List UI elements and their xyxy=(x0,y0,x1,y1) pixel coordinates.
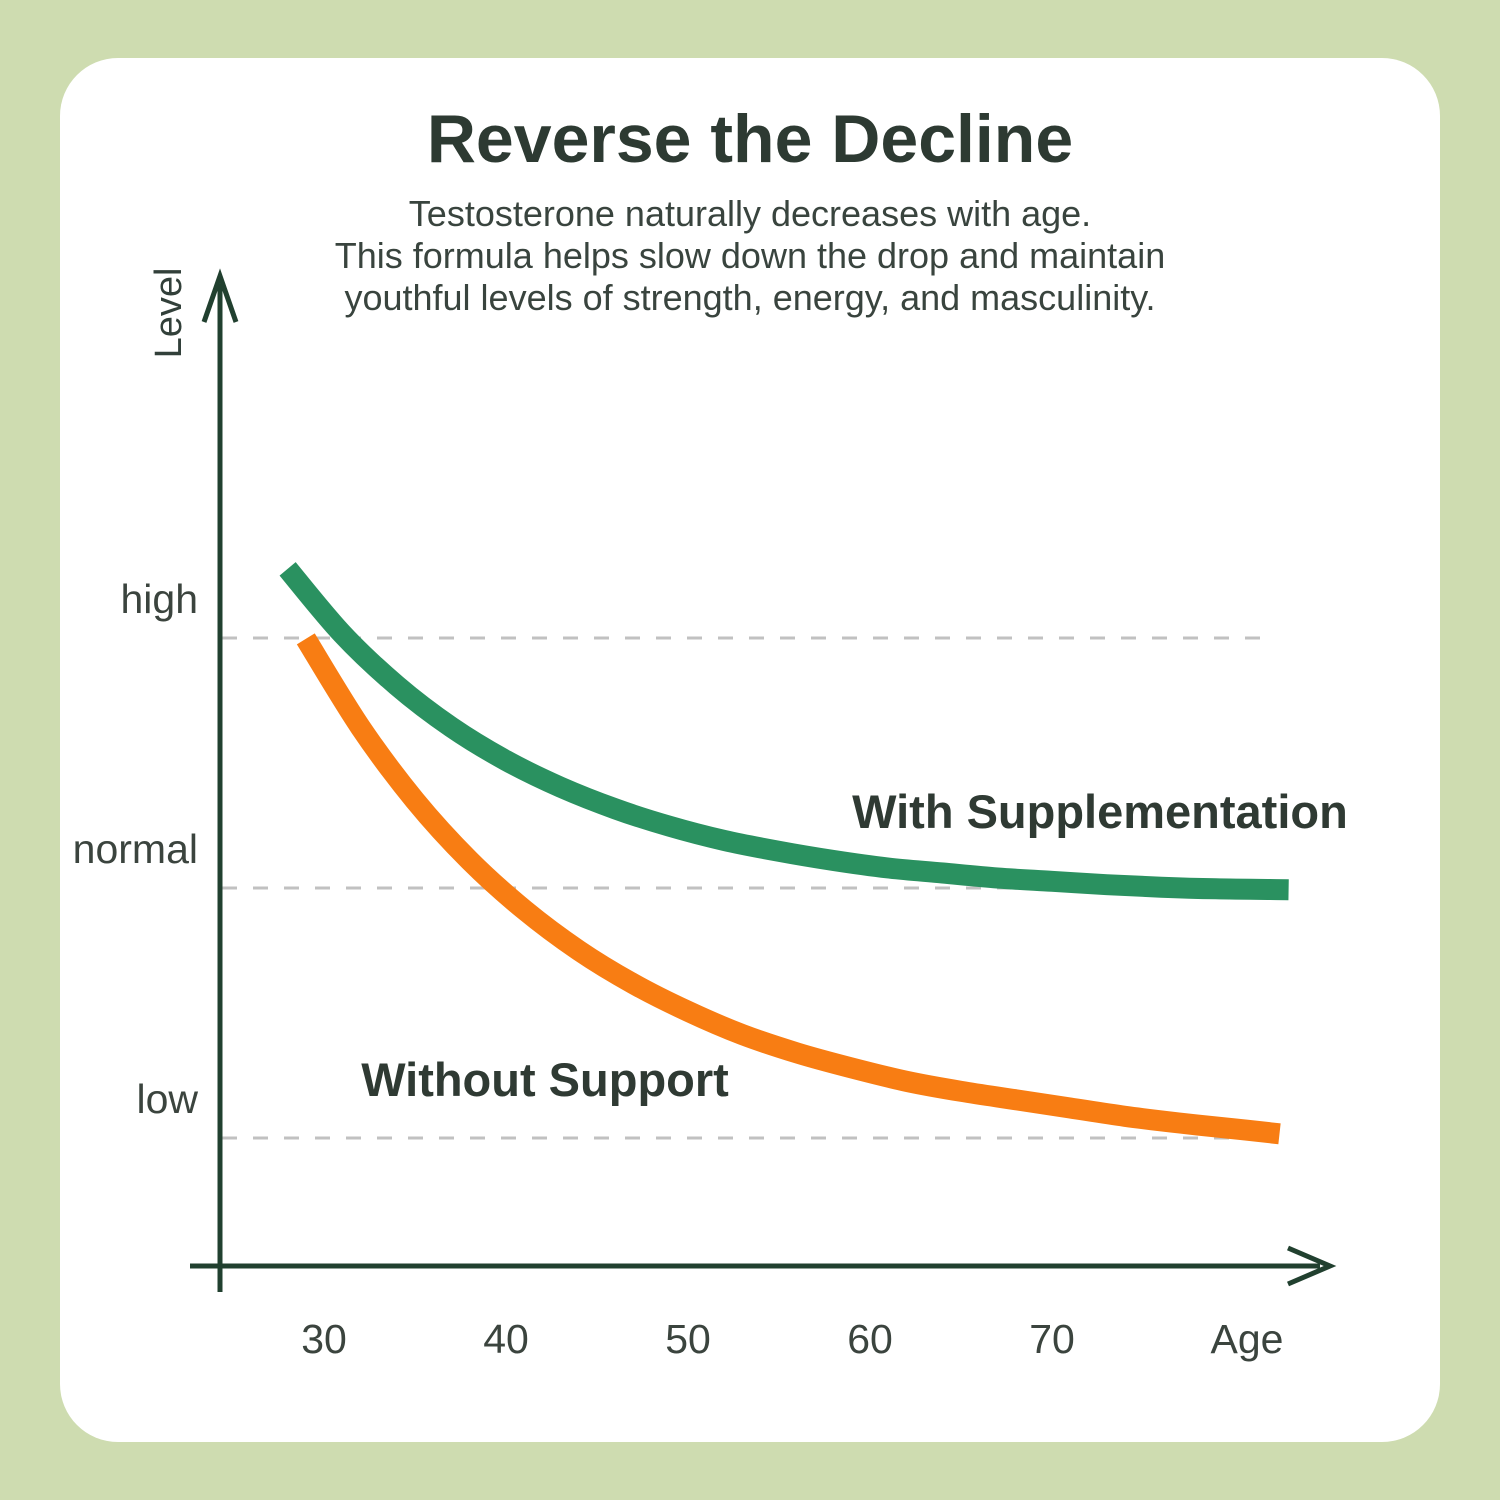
x-tick-label-40: 40 xyxy=(483,1316,529,1362)
x-axis-label-age: Age xyxy=(1211,1316,1284,1362)
subtitle-line-1: Testosterone naturally decreases with ag… xyxy=(408,193,1092,234)
series-without-support-label: Without Support xyxy=(361,1053,729,1106)
page-subtitle: Testosterone naturally decreases with ag… xyxy=(0,193,1500,319)
y-tick-label-high: high xyxy=(120,576,198,622)
series-without-support-curve xyxy=(296,633,1281,1145)
y-tick-label-normal: normal xyxy=(73,826,198,872)
card xyxy=(60,58,1440,1442)
y-axis-label-level: Level xyxy=(148,268,190,359)
x-tick-label-60: 60 xyxy=(847,1316,893,1362)
x-tick-label-70: 70 xyxy=(1029,1316,1075,1362)
page-title: Reverse the Decline xyxy=(426,101,1074,177)
x-tick-label-50: 50 xyxy=(665,1316,711,1362)
subtitle-line-3: youthful levels of strength, energy, and… xyxy=(344,277,1156,318)
series-with-supplementation-curve xyxy=(279,562,1289,901)
subtitle-line-2: This formula helps slow down the drop an… xyxy=(334,235,1166,276)
x-tick-label-30: 30 xyxy=(301,1316,347,1362)
x-axis-arrow-icon xyxy=(1287,1245,1337,1287)
y-axis-arrow-icon xyxy=(201,268,239,323)
series-with-supplementation-label: With Supplementation xyxy=(852,785,1348,838)
y-tick-label-low: low xyxy=(136,1076,198,1122)
